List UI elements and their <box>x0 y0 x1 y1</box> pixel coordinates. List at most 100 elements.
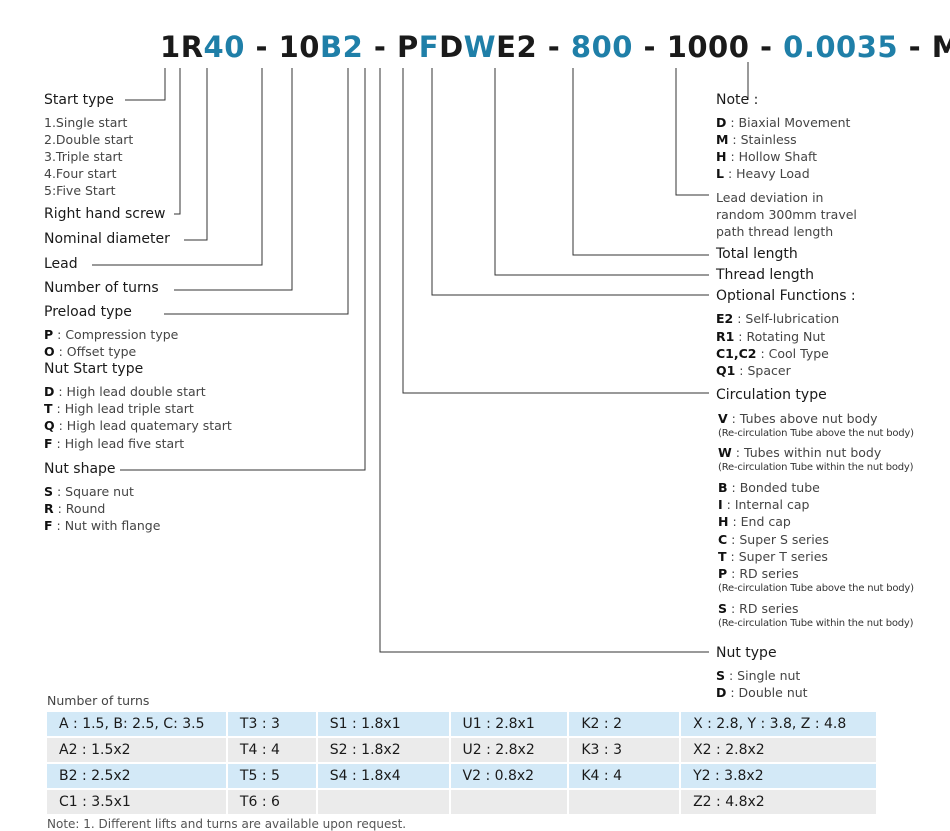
table-cell: T4 : 4 <box>226 737 318 764</box>
nut-shape-item: F : Nut with flange <box>44 518 161 533</box>
code-sep: - <box>898 30 932 64</box>
start-type-label: Start type <box>44 92 114 108</box>
line-nut-type <box>379 68 709 653</box>
table-row: A2 : 1.5x2 T4 : 4 S2 : 1.8x2 U2 : 2.8x2 … <box>47 737 878 764</box>
code-turns: B2 <box>319 30 364 64</box>
nut-type-item: D : Double nut <box>716 685 808 700</box>
code-nut-shape: F <box>418 30 440 64</box>
code-hand: R <box>180 30 204 64</box>
line-lead-deviation <box>675 68 709 196</box>
footer-note: Note: 1. Different lifts and turns are a… <box>47 817 407 831</box>
turns-table: A : 1.5, B: 2.5, C: 3.5 T3 : 3 S1 : 1.8x… <box>47 712 878 816</box>
note-item: D : Biaxial Movement <box>716 115 851 130</box>
optional-functions-item: E2 : Self-lubrication <box>716 311 840 326</box>
start-type-item: 1.Single start <box>44 115 128 130</box>
table-row: B2 : 2.5x2 T5 : 5 S4 : 1.8x4 V2 : 0.8x2 … <box>47 763 878 790</box>
circulation-type-item: I : Internal cap <box>718 497 810 512</box>
table-cell: V2 : 0.8x2 <box>449 763 570 790</box>
nut-start-type-item: Q : High lead quatemary start <box>44 418 232 433</box>
preload-type-label: Preload type <box>44 304 132 320</box>
table-cell: X : 2.8, Y : 3.8, Z : 4.8 <box>680 712 878 738</box>
table-cell <box>449 789 570 816</box>
line-thread-length <box>494 68 709 276</box>
line-nut-shape <box>120 68 366 471</box>
nut-start-type-item: D : High lead double start <box>44 384 206 399</box>
circulation-type-note: (Re-circulation Tube above the nut body) <box>718 583 914 594</box>
table-row: A : 1.5, B: 2.5, C: 3.5 T3 : 3 S1 : 1.8x… <box>47 712 878 738</box>
optional-functions-label: Optional Functions : <box>716 288 856 304</box>
thread-length-label: Thread length <box>716 267 815 283</box>
circulation-type-item: W : Tubes within nut body <box>718 445 882 460</box>
number-of-turns-label: Number of turns <box>44 280 159 296</box>
table-cell: U2 : 2.8x2 <box>449 737 570 764</box>
note-item: L : Heavy Load <box>716 166 810 181</box>
line-circulation-type <box>402 68 709 394</box>
line-start-type <box>125 68 166 101</box>
table-cell: T5 : 5 <box>226 763 318 790</box>
nut-start-type-item: T : High lead triple start <box>44 401 194 416</box>
start-type-item: 2.Double start <box>44 132 134 147</box>
lead-deviation-label: random 300mm travel <box>716 207 857 222</box>
circulation-type-item: P : RD series <box>718 566 799 581</box>
note-item: H : Hollow Shaft <box>716 149 818 164</box>
line-right-hand <box>174 68 181 215</box>
code-sep: - <box>244 30 279 64</box>
circulation-type-item: B : Bonded tube <box>718 480 820 495</box>
note-item: M : Stainless <box>716 132 797 147</box>
code-lead-deviation: 0.0035 <box>783 30 899 64</box>
table-cell: K4 : 4 <box>568 763 682 790</box>
code-thread-length: 800 <box>570 30 633 64</box>
table-cell: Y2 : 3.8x2 <box>680 763 878 790</box>
table-row: C1 : 3.5x1 T6 : 6 Z2 : 4.8x2 <box>47 789 878 816</box>
preload-type-item: O : Offset type <box>44 344 137 359</box>
nut-type-label: Nut type <box>716 645 777 661</box>
lead-deviation-label: Lead deviation in <box>716 190 824 205</box>
nut-shape-item: S : Square nut <box>44 484 134 499</box>
right-hand-screw-label: Right hand screw <box>44 206 166 222</box>
line-optional-functions <box>431 68 709 296</box>
table-cell <box>316 789 451 816</box>
circulation-type-item: V : Tubes above nut body <box>718 411 878 426</box>
preload-type-item: P : Compression type <box>44 327 179 342</box>
nut-shape-item: R : Round <box>44 501 106 516</box>
code-sep: - <box>363 30 398 64</box>
table-cell: S2 : 1.8x2 <box>316 737 451 764</box>
table-cell: T3 : 3 <box>226 712 318 738</box>
circulation-type-note: (Re-circulation Tube within the nut body… <box>718 618 914 629</box>
start-type-item: 3.Triple start <box>44 149 123 164</box>
nut-shape-label: Nut shape <box>44 461 116 477</box>
lead-label: Lead <box>44 256 78 272</box>
circulation-type-item: T : Super T series <box>718 549 828 564</box>
table-cell: K3 : 3 <box>568 737 682 764</box>
table-cell <box>568 789 682 816</box>
code-preload: P <box>397 30 419 64</box>
table-cell: T6 : 6 <box>226 789 318 816</box>
code-circulation: W <box>463 30 497 64</box>
line-total-length <box>572 68 709 256</box>
table-cell: X2 : 2.8x2 <box>680 737 878 764</box>
circulation-type-item: C : Super S series <box>718 532 829 547</box>
code-optional: E2 <box>496 30 538 64</box>
note-label: Note : <box>716 92 759 108</box>
turns-table-title: Number of turns <box>47 693 150 708</box>
nut-type-item: S : Single nut <box>716 668 801 683</box>
start-type-item: 5:Five Start <box>44 183 116 198</box>
code-start: 1 <box>160 30 181 64</box>
table-cell: A2 : 1.5x2 <box>47 737 228 764</box>
circulation-type-label: Circulation type <box>716 387 827 403</box>
total-length-label: Total length <box>716 246 798 262</box>
optional-functions-item: R1 : Rotating Nut <box>716 329 826 344</box>
table-cell: C1 : 3.5x1 <box>47 789 228 816</box>
code-total-length: 1000 <box>666 30 750 64</box>
lead-deviation-label: path thread length <box>716 224 834 239</box>
table-cell: K2 : 2 <box>568 712 682 738</box>
circulation-type-note: (Re-circulation Tube above the nut body) <box>718 428 914 439</box>
model-code: 1R40 - 10B2 - PFDWE2 - 800 - 1000 - 0.00… <box>160 30 950 70</box>
nominal-diameter-label: Nominal diameter <box>44 231 170 247</box>
line-preload-type <box>164 68 349 315</box>
code-nut-type: D <box>439 30 464 64</box>
code-note: M <box>931 30 950 64</box>
table-cell: A : 1.5, B: 2.5, C: 3.5 <box>47 712 228 738</box>
line-lead <box>92 68 263 266</box>
